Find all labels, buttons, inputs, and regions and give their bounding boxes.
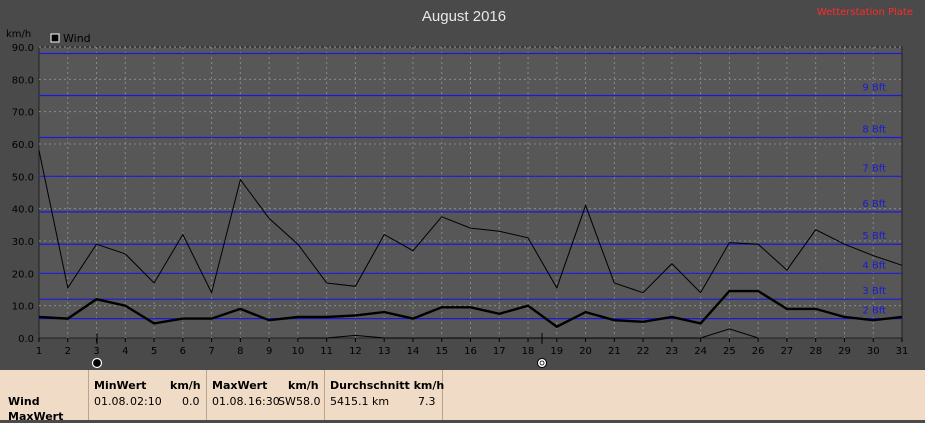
x-tick-label: 20: [579, 346, 592, 357]
min-value: 0.0: [182, 395, 200, 408]
min-header: MinWert: [94, 379, 147, 392]
x-tick-label: 22: [637, 346, 650, 357]
y-axis: 0.0 10.0 20.0 30.0 40.0 50.0 60.0 70.0 80.0 90.0: [12, 43, 34, 345]
x-tick-label: 14: [407, 346, 420, 357]
beaufort-label: 9 Bft: [862, 83, 886, 94]
x-tick-label: 6: [180, 346, 186, 357]
station-credit: Wetterstation Plate: [816, 7, 913, 18]
beaufort-label: 4 Bft: [862, 260, 886, 271]
column-divider: [206, 370, 207, 420]
legend-swatch: [50, 33, 60, 43]
x-tick-label: 24: [694, 346, 707, 357]
x-tick-label: 25: [723, 346, 736, 357]
x-tick-label: 16: [464, 346, 477, 357]
beaufort-label: 3 Bft: [862, 286, 886, 297]
beaufort-label: 7 Bft: [862, 163, 886, 174]
max-header: MaxWert: [212, 379, 268, 392]
wind-chart: 2 Bft 3 Bft 4 Bft 5 Bft 6 Bft 7 Bft 8 Bft 9 Bft…: [6, 8, 909, 369]
y-tick-label: 40.0: [12, 205, 34, 216]
column-divider: [324, 370, 325, 420]
x-tick-label: 13: [378, 346, 391, 357]
min-time: 02:10: [130, 395, 162, 408]
y-axis-unit: km/h: [6, 29, 31, 40]
chart-title: August 2016: [422, 8, 506, 25]
y-tick-label: 30.0: [12, 237, 34, 248]
x-tick-label: 26: [752, 346, 765, 357]
column-divider: [442, 370, 443, 420]
statistics-table: Wind MaxWert MinWert km/h 01.08. 02:10 0…: [0, 370, 925, 423]
x-tick-label: 8: [237, 346, 243, 357]
y-tick-label: 50.0: [12, 172, 34, 183]
x-tick-label: 12: [349, 346, 362, 357]
x-tick-label: 31: [896, 346, 909, 357]
x-tick-label: 29: [838, 346, 851, 357]
new-moon-icon: [91, 357, 103, 369]
legend-label: Wind: [63, 32, 91, 45]
full-moon-detail-icon: [539, 360, 545, 366]
x-tick-label: 2: [65, 346, 71, 357]
x-tick-label: 19: [550, 346, 563, 357]
max-unit: km/h: [288, 379, 319, 392]
max-direction: SW: [278, 395, 296, 408]
x-tick-label: 1: [36, 346, 42, 357]
avg-distance: 5415.1 km: [330, 395, 390, 408]
series-line-avg: [38, 289, 903, 329]
x-tick-label: 7: [208, 346, 214, 357]
x-tick-label: 30: [867, 346, 880, 357]
y-tick-label: 80.0: [12, 75, 34, 86]
max-value: 58.0: [296, 395, 321, 408]
x-axis: 1 2 3 4 5 6 7 8 9 10 11 12 13 14 15 16 17 18 19 20 21 22 23 24 2…: [36, 338, 909, 357]
y-tick-label: 20.0: [12, 269, 34, 280]
series-line-max: [38, 150, 903, 295]
avg-header: Durchschnitt km/h: [330, 379, 445, 392]
y-tick-label: 0.0: [18, 334, 34, 345]
max-date: 01.08.: [212, 395, 247, 408]
x-tick-label: 17: [493, 346, 506, 357]
series-line-min: [297, 328, 759, 339]
max-time: 16:30: [248, 395, 280, 408]
min-date: 01.08.: [94, 395, 129, 408]
beaufort-label: 5 Bft: [862, 231, 886, 242]
min-unit: km/h: [170, 379, 201, 392]
column-divider: [88, 370, 89, 420]
beaufort-label: 8 Bft: [862, 125, 886, 136]
x-tick-label: 15: [435, 346, 448, 357]
y-tick-label: 60.0: [12, 140, 34, 151]
x-tick-label: 18: [522, 346, 535, 357]
series-lines: [38, 150, 903, 339]
y-tick-label: 70.0: [12, 108, 34, 119]
x-tick-label: 5: [151, 346, 157, 357]
x-tick-label: 11: [320, 346, 333, 357]
row-label-wind: Wind: [8, 395, 40, 408]
row-label-maxwert: MaxWert: [8, 410, 64, 423]
beaufort-label: 2 Bft: [862, 306, 886, 317]
avg-value: 7.3: [418, 395, 436, 408]
x-tick-label: 27: [781, 346, 794, 357]
x-tick-label: 10: [292, 346, 305, 357]
x-tick-label: 28: [809, 346, 822, 357]
beaufort-label: 6 Bft: [862, 199, 886, 210]
x-tick-label: 23: [665, 346, 678, 357]
x-tick-label: 21: [608, 346, 621, 357]
y-tick-label: 10.0: [12, 302, 34, 313]
x-tick-label: 3: [93, 346, 99, 357]
y-tick-label: 90.0: [12, 43, 34, 54]
full-moon-icon: [537, 358, 547, 368]
grid: [39, 46, 902, 338]
x-tick-label: 9: [266, 346, 272, 357]
x-tick-label: 4: [122, 346, 128, 357]
